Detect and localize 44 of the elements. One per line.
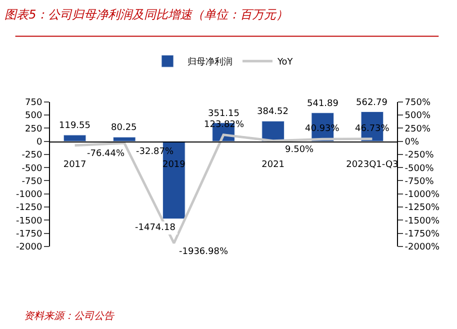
y2-tick-label: -1000%: [404, 190, 440, 200]
data-label: -1474.18: [135, 223, 176, 233]
data-label: 9.50%: [285, 145, 314, 155]
data-label: -1936.98%: [179, 247, 228, 257]
bar: [112, 136, 136, 142]
chart-title: 图表5：公司归母净利润及同比增速（单位：百万元）: [4, 7, 288, 22]
y2-tick-label: -2000%: [404, 242, 440, 253]
y-tick-label: -500: [22, 164, 42, 174]
y2-tick-label: -750%: [404, 176, 434, 187]
y-tick-label: 250: [25, 124, 42, 134]
data-label: 384.52: [257, 107, 288, 117]
y-tick-label: -250: [22, 150, 42, 161]
legend-label: YoY: [276, 58, 294, 68]
y2-tick-label: -1750%: [404, 229, 440, 240]
data-label: 119.55: [59, 121, 90, 131]
x-tick-label: 2023Q1-Q3: [346, 160, 398, 170]
y-tick-label: -1250: [16, 203, 42, 214]
text: 资料来源：公司公告: [24, 310, 115, 322]
data-label: -76.44%: [87, 149, 126, 159]
data-label: 562.79: [356, 98, 388, 108]
y-tick-label: 500: [25, 111, 42, 122]
y2-tick-label: -250%: [404, 150, 434, 161]
y2-tick-label: 250%: [404, 124, 431, 134]
y-tick-label: -1000: [16, 190, 42, 200]
y2-tick-label: 500%: [404, 111, 431, 122]
y2-tick-label: 750%: [404, 98, 431, 108]
y-tick-label: 750: [25, 98, 42, 108]
y2-tick-label: -500%: [404, 164, 434, 174]
y2-tick-label: -1250%: [404, 203, 440, 214]
y-tick-label: -750: [22, 176, 42, 187]
y2-tick-label: 0%: [404, 137, 420, 148]
x-tick-label: 2021: [262, 160, 285, 170]
y-tick-label: 0: [36, 137, 42, 148]
x-tick-label: 2017: [63, 160, 86, 170]
y-tick-label: -2000: [16, 242, 42, 253]
data-label: 80.25: [111, 123, 137, 133]
y-tick-label: -1500: [16, 216, 42, 226]
legend-label: 归母净利润: [188, 56, 232, 68]
y2-tick-label: -1500%: [404, 216, 440, 226]
data-label: 541.89: [307, 99, 339, 109]
x-tick-label: 2019: [162, 160, 186, 170]
bar: [63, 134, 86, 142]
data-label: 351.15: [208, 109, 240, 119]
y-tick-label: -1750: [16, 229, 42, 240]
